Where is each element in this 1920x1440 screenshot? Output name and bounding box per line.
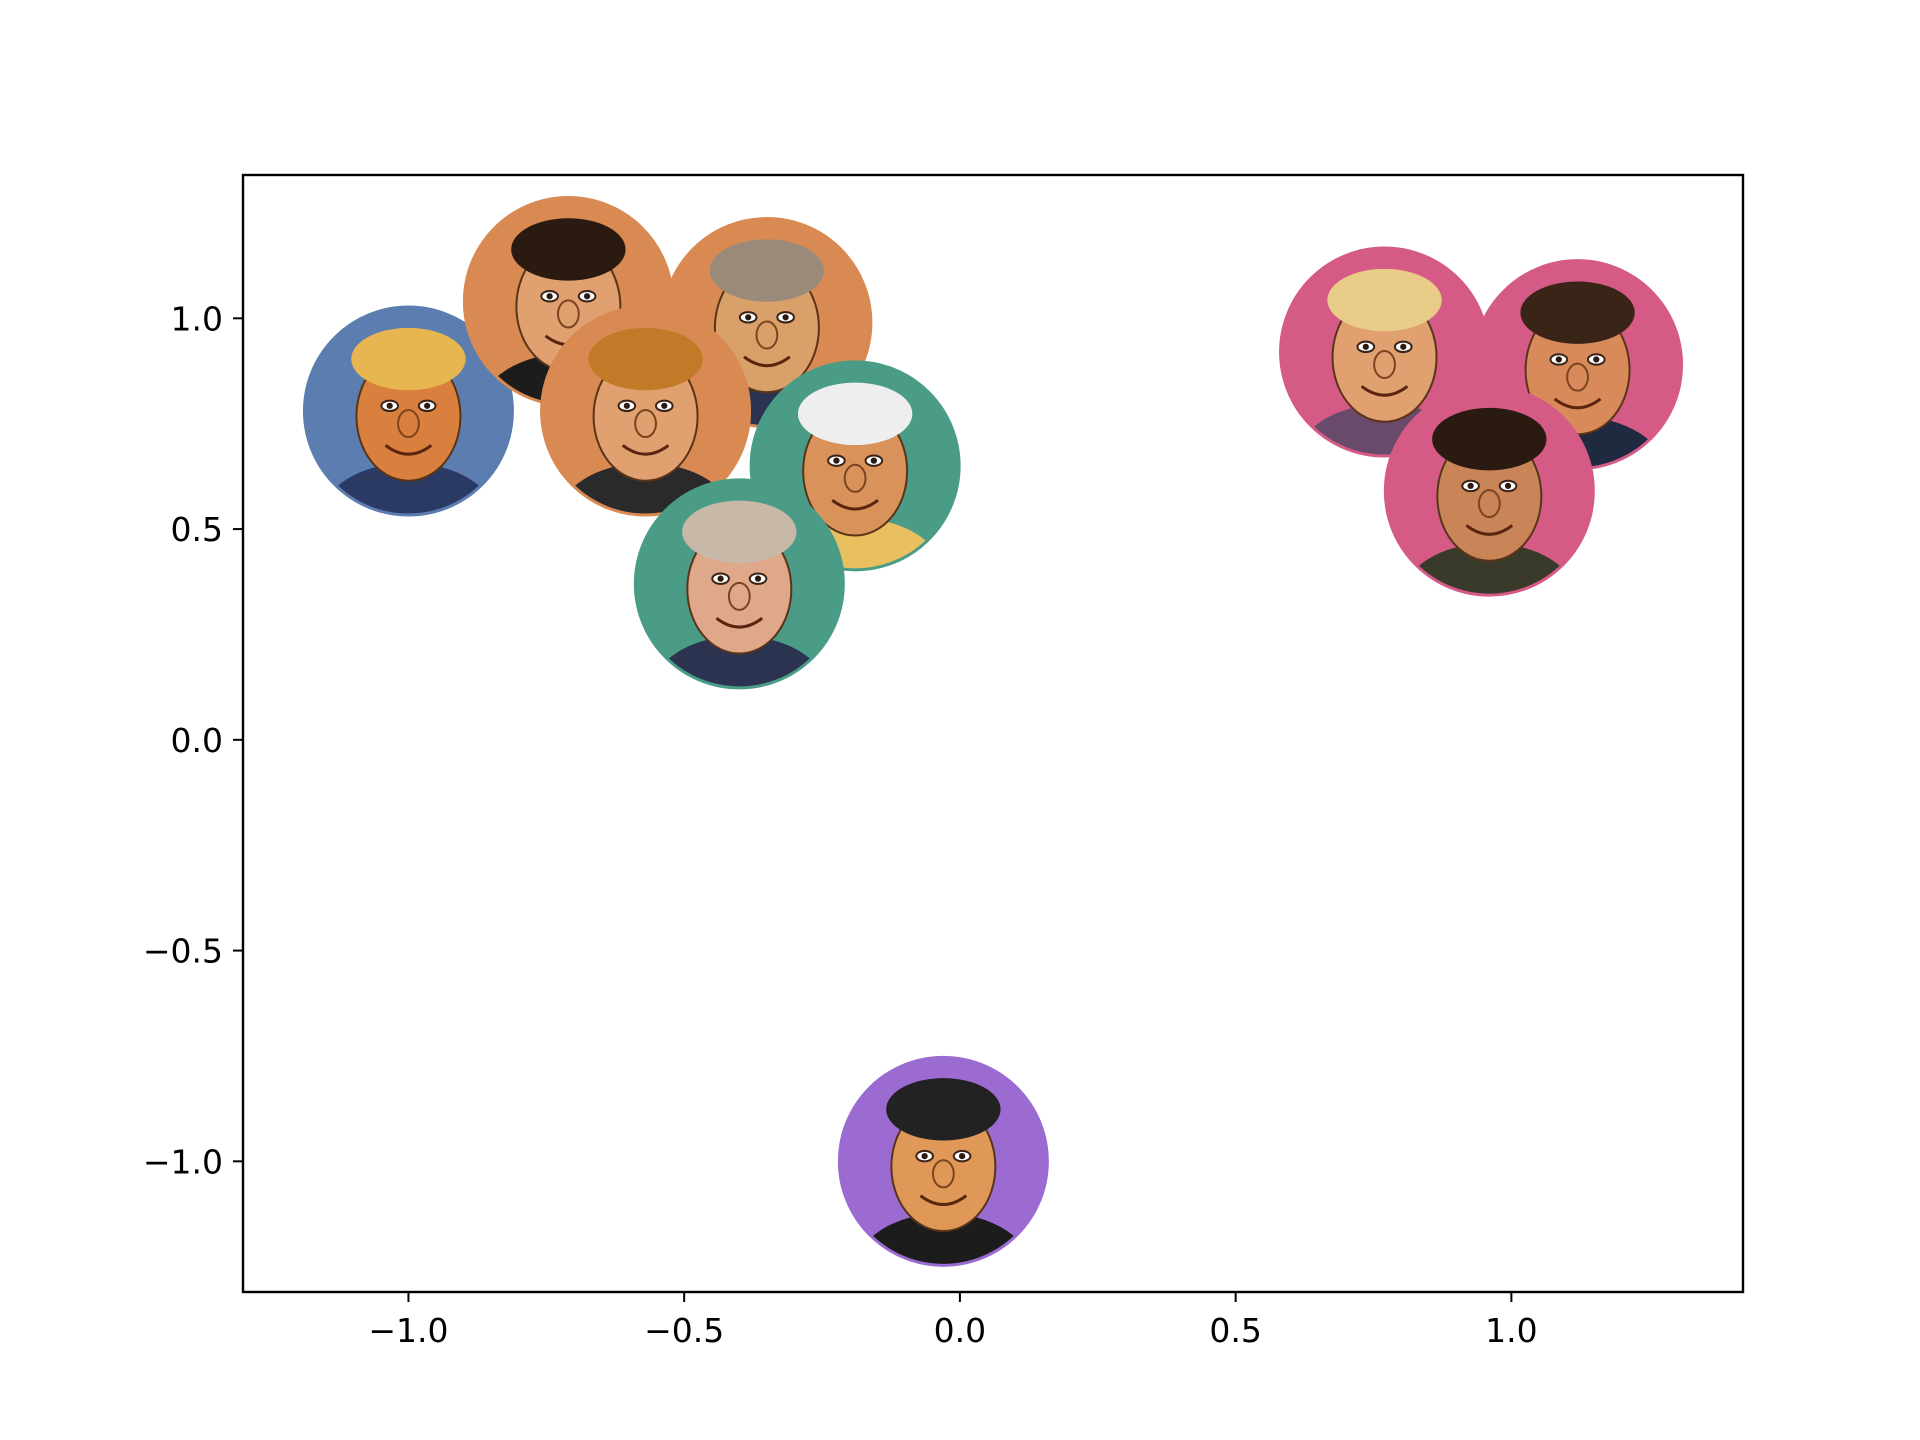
x-tick-label: 0.5 (1209, 1311, 1261, 1350)
mouth-shape (919, 1194, 968, 1206)
nose-shape (755, 320, 779, 350)
hair-shape (797, 382, 913, 446)
data-point (837, 1055, 1049, 1267)
mouth-shape (1465, 524, 1514, 536)
pupil-shape (958, 1153, 966, 1160)
nose-shape (397, 409, 420, 439)
data-point (302, 305, 514, 517)
pupil-shape (921, 1153, 928, 1160)
hair-shape (588, 327, 703, 391)
nose-shape (1477, 489, 1501, 519)
y-tick-label: −1.0 (143, 1142, 223, 1181)
pupil-shape (782, 314, 789, 321)
nose-shape (1373, 349, 1396, 380)
marker-ring (1383, 385, 1595, 597)
pupil-shape (754, 575, 762, 582)
hair-shape (1327, 268, 1442, 332)
y-axis: 1.0 0.5 0.0 −0.5 −1.0 (143, 299, 243, 1181)
points-layer (302, 195, 1684, 1267)
marker-ring (749, 360, 961, 572)
hair-shape (1520, 281, 1635, 344)
y-tick-label: 0.5 (171, 510, 223, 549)
pupil-shape (870, 457, 877, 464)
caricature-light-hair-suit-icon (320, 327, 497, 516)
pupil-shape (1362, 343, 1369, 350)
mouth-shape (1360, 385, 1409, 397)
marker-ring (837, 1055, 1049, 1267)
mouth-shape (384, 444, 433, 456)
mouth-shape (621, 444, 670, 456)
pupil-shape (1593, 356, 1600, 363)
shoulders-shape (854, 1213, 1032, 1266)
y-tick-label: 1.0 (171, 299, 223, 338)
mouth-shape (743, 355, 791, 368)
x-axis: −1.0 −0.5 0.0 0.5 1.0 (368, 1292, 1538, 1350)
x-tick-label: 0.0 (934, 1311, 986, 1350)
marker-ring (302, 305, 514, 517)
data-point (633, 478, 845, 690)
data-point (1383, 385, 1595, 597)
mouth-shape (831, 498, 879, 511)
x-tick-label: −0.5 (644, 1311, 724, 1350)
hair-shape (682, 500, 797, 564)
nose-shape (843, 463, 867, 493)
pupil-shape (623, 402, 630, 409)
y-tick-label: −0.5 (143, 932, 223, 971)
nose-shape (556, 299, 580, 329)
marker-ring (540, 305, 752, 517)
pupil-shape (583, 293, 591, 300)
shoulders-shape (320, 463, 497, 516)
pupil-shape (1467, 482, 1474, 490)
hair-shape (886, 1078, 1001, 1141)
nose-shape (931, 1159, 955, 1189)
x-tick-label: 1.0 (1485, 1311, 1537, 1350)
mouth-shape (715, 616, 764, 629)
hair-shape (351, 327, 466, 391)
pupil-shape (717, 575, 724, 582)
caricature-black-hair-smile-icon (854, 1078, 1032, 1266)
caricature-bald-suit-icon (650, 500, 828, 688)
nose-shape (727, 581, 751, 611)
hair-shape (511, 218, 626, 281)
shoulders-shape (1400, 543, 1578, 596)
pupil-shape (833, 457, 840, 464)
marker-ring (633, 478, 845, 690)
y-tick-label: 0.0 (171, 721, 223, 760)
shoulders-shape (650, 635, 828, 688)
pupil-shape (1504, 482, 1512, 490)
pupil-shape (386, 402, 393, 409)
pupil-shape (1555, 356, 1562, 363)
mouth-shape (1553, 397, 1602, 410)
caricature-dark-hair-beard-icon (1400, 407, 1578, 596)
pupil-shape (745, 314, 752, 321)
pupil-shape (661, 402, 668, 409)
x-tick-label: −1.0 (368, 1311, 448, 1350)
hair-shape (1432, 407, 1547, 471)
pupil-shape (1400, 343, 1407, 350)
nose-shape (634, 409, 657, 439)
pupil-shape (424, 402, 431, 409)
plot-frame (241, 173, 1745, 1294)
hair-shape (709, 239, 825, 302)
nose-shape (1566, 362, 1589, 392)
pupil-shape (546, 293, 553, 300)
